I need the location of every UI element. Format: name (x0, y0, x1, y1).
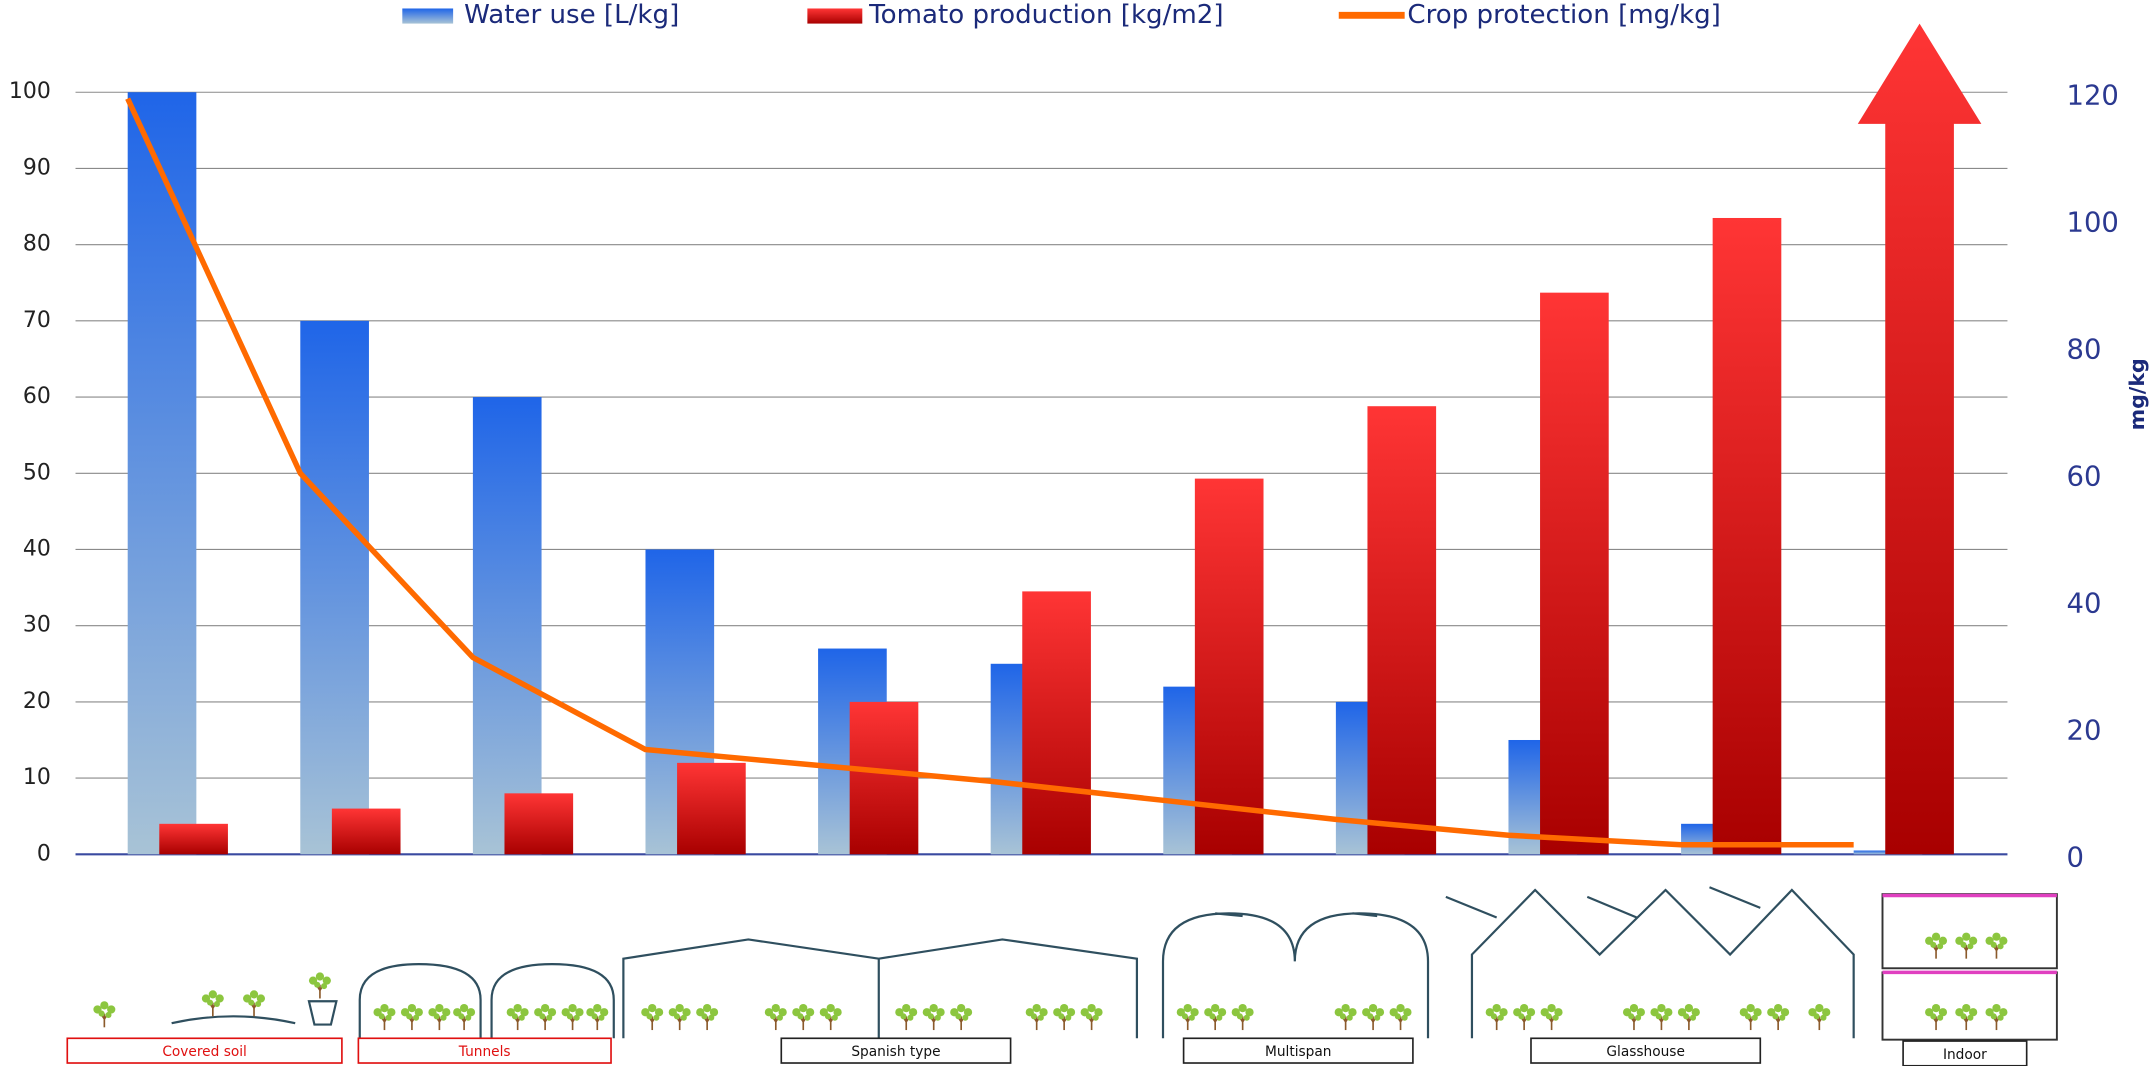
bar (504, 793, 574, 855)
bar (1540, 292, 1609, 855)
group-label: Indoor (1943, 1047, 1987, 1063)
legend-item: Water use [L/kg] (402, 0, 679, 30)
legend-item: Tomato production [kg/m2] (807, 0, 1224, 30)
legend-label: Crop protection [mg/kg] (1407, 0, 1720, 30)
bar (1367, 406, 1437, 855)
bar (1194, 478, 1264, 855)
legend-swatch (807, 8, 863, 24)
y-tick-label: 0 (37, 841, 51, 866)
y-tick-label: 60 (23, 384, 51, 409)
bar (677, 762, 746, 855)
bar (127, 92, 197, 855)
y-tick-label: 70 (23, 308, 51, 333)
group-box (66, 1037, 343, 1064)
group-label: Glasshouse (1606, 1044, 1685, 1060)
group-label: Multispan (1265, 1044, 1332, 1060)
y2-tick-label: 80 (2066, 334, 2101, 365)
group-label: Covered soil (162, 1044, 247, 1060)
bar (300, 320, 369, 855)
bar (849, 701, 919, 855)
bar (1022, 591, 1091, 855)
legend-label: Water use [L/kg] (464, 0, 679, 30)
group-box (1902, 1040, 2028, 1066)
group-label: Tunnels (458, 1044, 511, 1060)
illustrations (92, 886, 2058, 1041)
arrow-bar (1857, 23, 1982, 855)
y-tick-label: 10 (23, 765, 51, 790)
y-tick-label: 40 (23, 536, 51, 561)
group-box (1182, 1037, 1414, 1064)
y-tick-label: 100 (9, 79, 51, 104)
y2-tick-label: 20 (2066, 715, 2101, 746)
bar (331, 808, 401, 855)
bar (1712, 217, 1782, 855)
y-tick-label: 90 (23, 155, 51, 180)
group-label: Spanish type (851, 1044, 940, 1060)
y-tick-label: 50 (23, 460, 51, 485)
y2-tick-label: 100 (2066, 207, 2118, 238)
group-box (780, 1037, 1012, 1064)
line (125, 97, 1854, 848)
legend-label: Tomato production [kg/m2] (868, 0, 1223, 30)
bar (159, 823, 228, 855)
y-tick-label: 80 (23, 232, 51, 257)
legend-swatch (402, 8, 454, 24)
y-tick-label: 20 (23, 689, 51, 714)
y2-tick-label: 40 (2066, 588, 2101, 619)
legend-item: Crop protection [mg/kg] (1338, 0, 1721, 30)
y2-tick-label: 0 (2066, 842, 2083, 873)
group-box (1530, 1037, 1762, 1064)
bar (472, 397, 542, 855)
group-box (357, 1037, 612, 1064)
y2-tick-label: 120 (2066, 80, 2118, 111)
y-tick-label: 30 (23, 613, 51, 638)
y2-tick-label: 60 (2066, 461, 2101, 492)
y2-axis-label: mg/kg (2125, 358, 2149, 430)
